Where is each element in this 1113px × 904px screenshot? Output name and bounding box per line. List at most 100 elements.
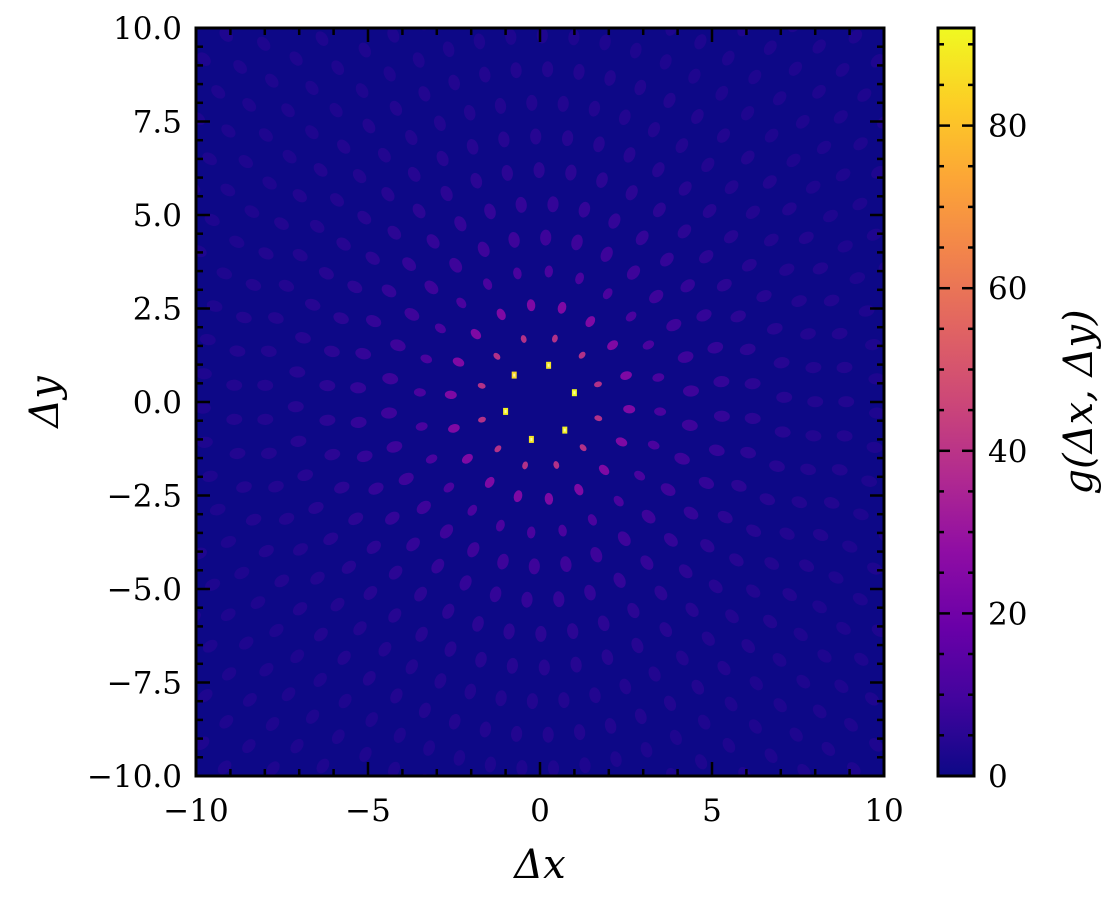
shell-peak	[415, 626, 428, 642]
shell-peak	[282, 149, 297, 164]
shell-peak	[648, 666, 661, 682]
shell-peak	[659, 54, 672, 70]
shell-peak	[844, 717, 858, 732]
shell-peak	[634, 470, 646, 481]
shell-peak	[221, 667, 237, 681]
shell-peak	[385, 511, 400, 525]
shell-peak	[805, 361, 822, 374]
shell-peak	[608, 213, 621, 229]
shell-peak	[749, 676, 763, 691]
shell-peak	[352, 169, 367, 184]
shell-peak	[631, 637, 644, 654]
shell-peak	[533, 162, 545, 179]
shell-peak	[478, 416, 486, 423]
shell-peak	[641, 509, 656, 524]
shell-peak	[238, 636, 254, 650]
shell-peak	[681, 419, 698, 431]
first-shell-peak-core	[573, 391, 576, 395]
shell-peak	[425, 454, 438, 464]
shell-peak	[257, 413, 274, 426]
shell-peak	[744, 378, 761, 390]
shell-peak	[424, 280, 439, 295]
shell-peak	[730, 310, 746, 323]
shell-peak	[350, 382, 367, 394]
shell-peak	[202, 152, 217, 166]
shell-peak	[660, 252, 674, 267]
shell-peak	[721, 50, 735, 66]
shell-peak	[702, 204, 717, 218]
shell-peak	[337, 650, 351, 665]
shell-peak	[763, 40, 777, 55]
shell-peak	[836, 361, 853, 374]
shell-peak	[698, 476, 715, 489]
shell-peak	[584, 584, 596, 601]
shell-peak	[390, 339, 406, 352]
shell-peak	[405, 129, 418, 146]
shell-peak	[220, 183, 236, 197]
shell-peak	[526, 526, 536, 539]
shell-peak	[313, 627, 328, 642]
shell-peak	[762, 175, 777, 189]
shell-peak	[337, 139, 351, 154]
shell-peak	[242, 739, 256, 754]
first-shell-peak-core	[513, 373, 516, 377]
shell-peak	[319, 414, 336, 426]
shell-peak	[431, 558, 445, 574]
shell-peak	[290, 649, 305, 664]
shell-peak	[652, 373, 665, 382]
shell-peak	[265, 73, 279, 88]
shell-peak	[773, 698, 787, 713]
shell-peak	[398, 472, 414, 486]
shell-peak	[454, 216, 467, 232]
shell-peak	[571, 234, 583, 251]
shell-peak	[526, 693, 539, 710]
shell-peak	[444, 390, 457, 400]
shell-peak	[442, 41, 455, 58]
shell-peak	[541, 61, 554, 78]
shell-peak	[854, 652, 869, 666]
shell-peak	[479, 721, 492, 738]
shell-peak	[683, 385, 699, 397]
shell-peak	[769, 460, 785, 472]
shell-peak	[206, 300, 223, 312]
shell-peak	[378, 641, 392, 657]
shell-peak	[887, 292, 905, 307]
shell-peak	[220, 608, 236, 622]
shell-peak	[336, 237, 351, 251]
shell-peak	[234, 566, 250, 580]
heatmap-plot	[194, 4, 905, 795]
shell-peak	[262, 176, 277, 190]
shell-peak	[416, 500, 431, 515]
shell-peak	[822, 4, 841, 23]
shell-peak	[404, 308, 420, 321]
shell-peak	[674, 452, 690, 465]
shell-peak	[565, 164, 577, 181]
shell-peak	[852, 592, 868, 606]
shell-peak	[510, 725, 523, 742]
shell-peak	[652, 202, 666, 218]
shell-peak	[741, 639, 756, 654]
colorbar: 0 20 40 60 80 g(Δx, Δy)	[936, 26, 1102, 795]
shell-peak	[513, 267, 522, 280]
shell-peak	[678, 564, 693, 579]
shell-peak	[791, 295, 807, 308]
y-tick-label: 2.5	[133, 292, 182, 328]
shell-peak	[414, 586, 428, 602]
shell-peak	[739, 343, 756, 356]
shell-peak	[553, 591, 565, 608]
shell-peak	[257, 36, 271, 51]
shell-peak	[274, 217, 289, 230]
shell-peak	[663, 533, 678, 547]
shell-peak	[355, 83, 369, 99]
shell-peak	[764, 748, 778, 763]
shell-peak	[634, 777, 649, 795]
shell-peak	[558, 524, 567, 537]
shell-peak	[560, 556, 572, 573]
shell-peak	[828, 571, 844, 584]
shell-peak	[449, 257, 463, 273]
x-tick-label: 0	[530, 793, 550, 829]
shell-peak	[426, 234, 440, 249]
shell-peak	[535, 625, 547, 642]
shell-peak	[579, 444, 587, 452]
shell-peak	[800, 328, 816, 340]
